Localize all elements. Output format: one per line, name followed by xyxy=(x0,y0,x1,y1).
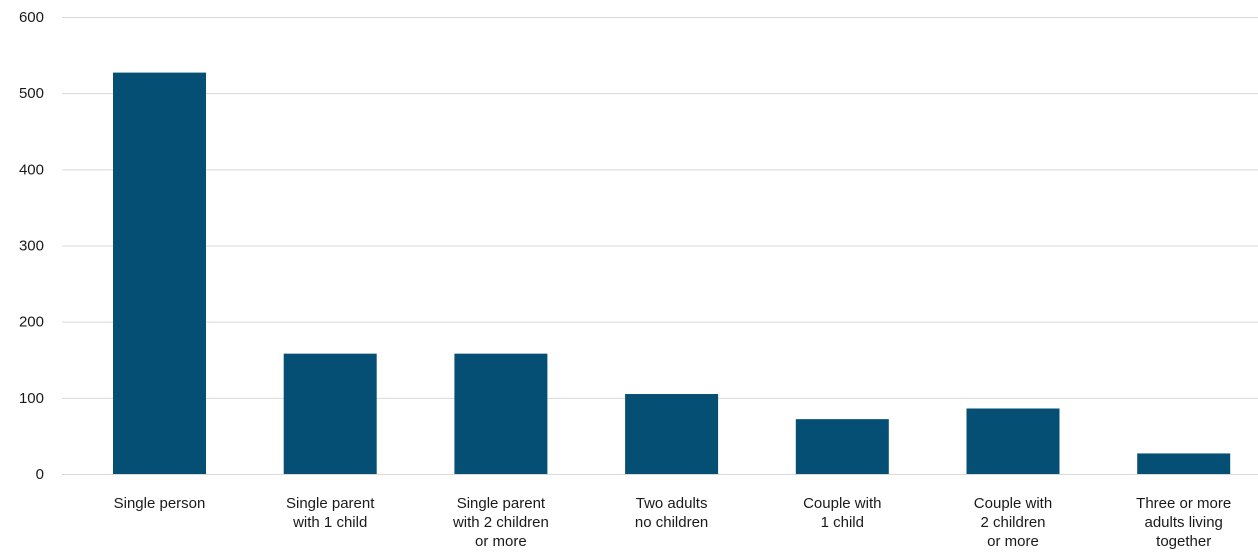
category-label-2: Single parent with 2 children or more xyxy=(452,495,549,550)
category-label-line: Two adults xyxy=(636,495,708,512)
y-tick-label: 200 xyxy=(19,314,44,331)
bar-6 xyxy=(1137,453,1231,474)
bar-0 xyxy=(113,72,206,474)
bars xyxy=(113,72,1231,474)
category-label-line: together xyxy=(1156,533,1211,550)
category-label-line: Couple with xyxy=(974,495,1052,512)
y-tick-label: 600 xyxy=(19,9,44,26)
category-label-line: with 1 child xyxy=(292,514,367,531)
category-label-line: Single parent xyxy=(457,495,546,512)
bar-4 xyxy=(795,419,889,474)
category-label-line: or more xyxy=(475,533,527,550)
category-label-3: Two adults no children xyxy=(635,495,708,531)
category-label-line: Three or more xyxy=(1136,495,1231,512)
category-label-line: Couple with xyxy=(803,495,881,512)
y-tick-label: 100 xyxy=(19,390,44,407)
category-label-line: Single person xyxy=(114,495,206,512)
y-tick-label: 300 xyxy=(19,238,44,255)
category-label-1: Single parent with 1 child xyxy=(286,495,375,531)
category-label-line: 1 child xyxy=(821,514,864,531)
y-tick-label: 400 xyxy=(19,161,44,178)
category-label-line: Single parent xyxy=(286,495,375,512)
grid-lines xyxy=(62,17,1258,475)
bar-2 xyxy=(454,353,548,474)
category-label-line: or more xyxy=(987,533,1039,550)
category-label-4: Couple with 1 child xyxy=(803,495,881,531)
x-axis-labels: Single person Single parent with 1 childSi… xyxy=(114,495,1232,550)
y-tick-label: 0 xyxy=(36,466,44,483)
category-label-line: with 2 children xyxy=(452,514,549,531)
category-label-6: Three or more adults living together xyxy=(1136,495,1231,550)
category-label-line: no children xyxy=(635,514,708,531)
category-label-5: Couple with 2 children or more xyxy=(974,495,1052,550)
category-label-line: 2 children xyxy=(980,514,1045,531)
y-tick-label: 500 xyxy=(19,85,44,102)
category-label-line: adults living xyxy=(1145,514,1223,531)
bar-3 xyxy=(625,394,719,474)
bar-1 xyxy=(283,353,377,474)
y-axis-ticks: 0 100 200 300 400 500 600 xyxy=(19,9,44,483)
category-label-0: Single person xyxy=(114,495,206,512)
bar-5 xyxy=(966,408,1060,474)
